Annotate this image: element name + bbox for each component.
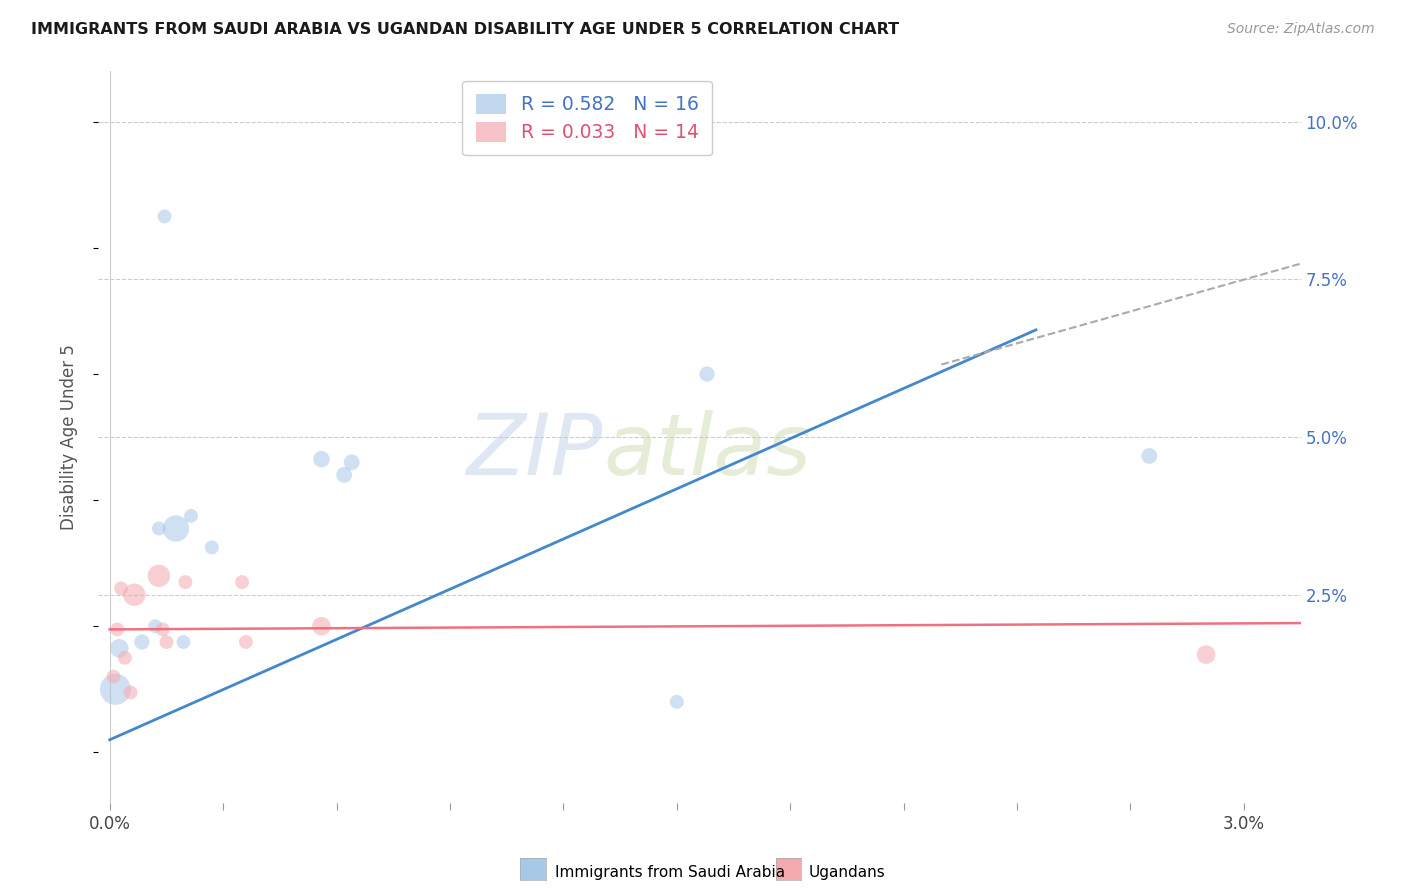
Point [172,635,194,649]
Text: atlas: atlas [603,410,811,493]
Point [148,569,170,583]
Point [340,455,363,469]
Point [1195,648,1218,662]
Point [105,623,128,637]
Point [311,619,333,633]
Point [180,508,202,523]
Point [231,575,253,590]
Point [124,588,146,602]
Point [152,623,174,637]
Point [165,521,187,535]
Point [104,682,127,697]
Text: Immigrants from Saudi Arabia: Immigrants from Saudi Arabia [555,865,786,880]
Point [153,210,176,224]
Point [131,635,153,649]
Point [311,452,333,467]
Y-axis label: Disability Age Under 5: Disability Age Under 5 [59,344,77,530]
Point [148,521,170,535]
Text: Ugandans: Ugandans [808,865,886,880]
Point [665,695,688,709]
Point [143,619,166,633]
Point [114,650,136,665]
Point [174,575,197,590]
Point [696,367,718,381]
Point [201,541,224,555]
Point [1137,449,1160,463]
Point [103,670,125,684]
Point [108,641,131,656]
Point [155,635,177,649]
Text: IMMIGRANTS FROM SAUDI ARABIA VS UGANDAN DISABILITY AGE UNDER 5 CORRELATION CHART: IMMIGRANTS FROM SAUDI ARABIA VS UGANDAN … [31,22,898,37]
Point [333,467,356,482]
Point [235,635,257,649]
Point [120,685,142,699]
Point [110,582,132,596]
Legend: R = 0.582   N = 16, R = 0.033   N = 14: R = 0.582 N = 16, R = 0.033 N = 14 [463,81,711,155]
Text: ZIP: ZIP [467,410,603,493]
Text: Source: ZipAtlas.com: Source: ZipAtlas.com [1227,22,1375,37]
